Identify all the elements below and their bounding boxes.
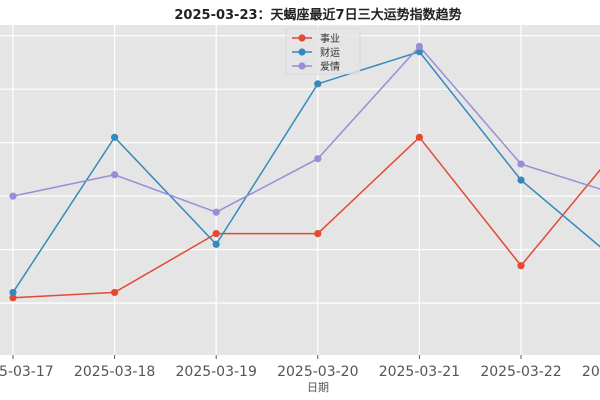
x-axis-ticks: 2025-03-17 2025-03-18 2025-03-19 2025-03-20… [0,355,600,380]
x-tick-label: 2025-03-23 [582,364,600,380]
data-point [111,133,119,141]
data-point [9,288,17,297]
data-point [212,229,220,238]
data-point [111,288,119,297]
plot-background [0,25,600,355]
data-point [415,48,423,56]
x-axis-label: 日期 [307,381,329,394]
data-point [9,294,17,302]
legend-swatch-marker [298,48,306,56]
data-point [212,208,220,216]
x-tick-label: 2025-03-20 [277,364,358,380]
legend-label: 事业 [320,32,340,45]
legend-swatch-marker [298,34,306,42]
data-point [314,80,322,88]
data-point [517,160,525,168]
data-point [314,229,322,238]
data-point [415,42,423,50]
data-point [314,155,322,163]
data-point [212,240,220,248]
chart-title: 2025-03-23：天蝎座最近7日三大运势指数趋势 [174,7,461,23]
legend-label: 财运 [320,46,340,59]
series-lines [9,42,600,302]
legend-label: 爱情 [320,60,340,73]
legend-swatch-marker [298,62,306,70]
data-point [9,192,17,200]
data-point [517,176,525,184]
x-tick-label: 2025-03-17 [0,364,54,380]
x-tick-label: 2025-03-21 [379,364,460,380]
data-point [517,262,525,270]
x-tick-label: 2025-03-22 [480,364,561,380]
x-tick-label: 2025-03-18 [74,364,155,380]
x-tick-label: 2025-03-19 [176,364,257,380]
data-point [111,171,119,179]
data-point [415,133,423,141]
